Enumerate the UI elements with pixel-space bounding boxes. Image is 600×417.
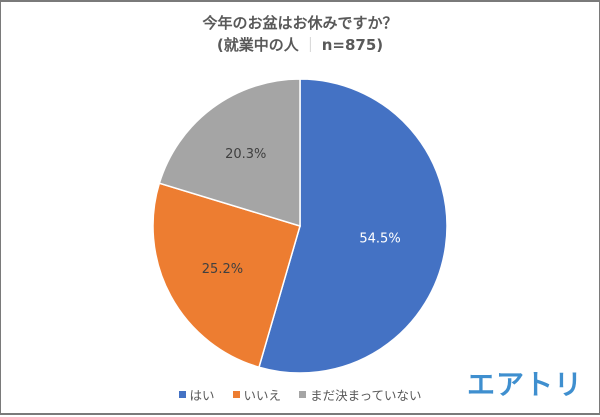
title-sample-group: (就業中の人 <box>216 36 299 54</box>
chart-title-line2: (就業中の人｜ n=875) <box>1 34 599 56</box>
legend-item-undecided: まだ決まっていない <box>299 385 421 404</box>
chart-title-line1: 今年のお盆はお休みですか？ <box>202 14 398 32</box>
legend-swatch-no <box>232 391 240 398</box>
title-sample-size: n=875) <box>321 36 384 54</box>
pie-slice-yes-label: 54.5% <box>359 231 400 246</box>
pie-slice-undecided-label: 20.3% <box>225 147 266 162</box>
pie-slice-undecided <box>158 78 301 228</box>
pie-slice-yes <box>258 78 448 374</box>
pie-labels: 54.5% 25.2% 20.3% <box>202 147 401 277</box>
brand-logo: エアトリ <box>466 368 583 401</box>
legend-item-no: いいえ <box>232 385 282 404</box>
chart-legend: はい いいえ まだ決まっていない <box>1 385 599 404</box>
legend-label-yes: はい <box>189 388 215 403</box>
legend-swatch-yes <box>178 391 186 398</box>
pie-slices <box>152 78 448 374</box>
legend-item-yes: はい <box>178 385 215 404</box>
pie-slice-no-label: 25.2% <box>202 262 243 277</box>
legend-label-undecided: まだ決まっていない <box>310 388 422 403</box>
legend-swatch-undecided <box>299 391 307 398</box>
title-separator: ｜ <box>302 36 318 54</box>
legend-label-no: いいえ <box>243 388 282 403</box>
pie-slice-no <box>152 182 301 369</box>
chart-title: 今年のお盆はお休みですか？ (就業中の人｜ n=875) <box>1 12 599 56</box>
